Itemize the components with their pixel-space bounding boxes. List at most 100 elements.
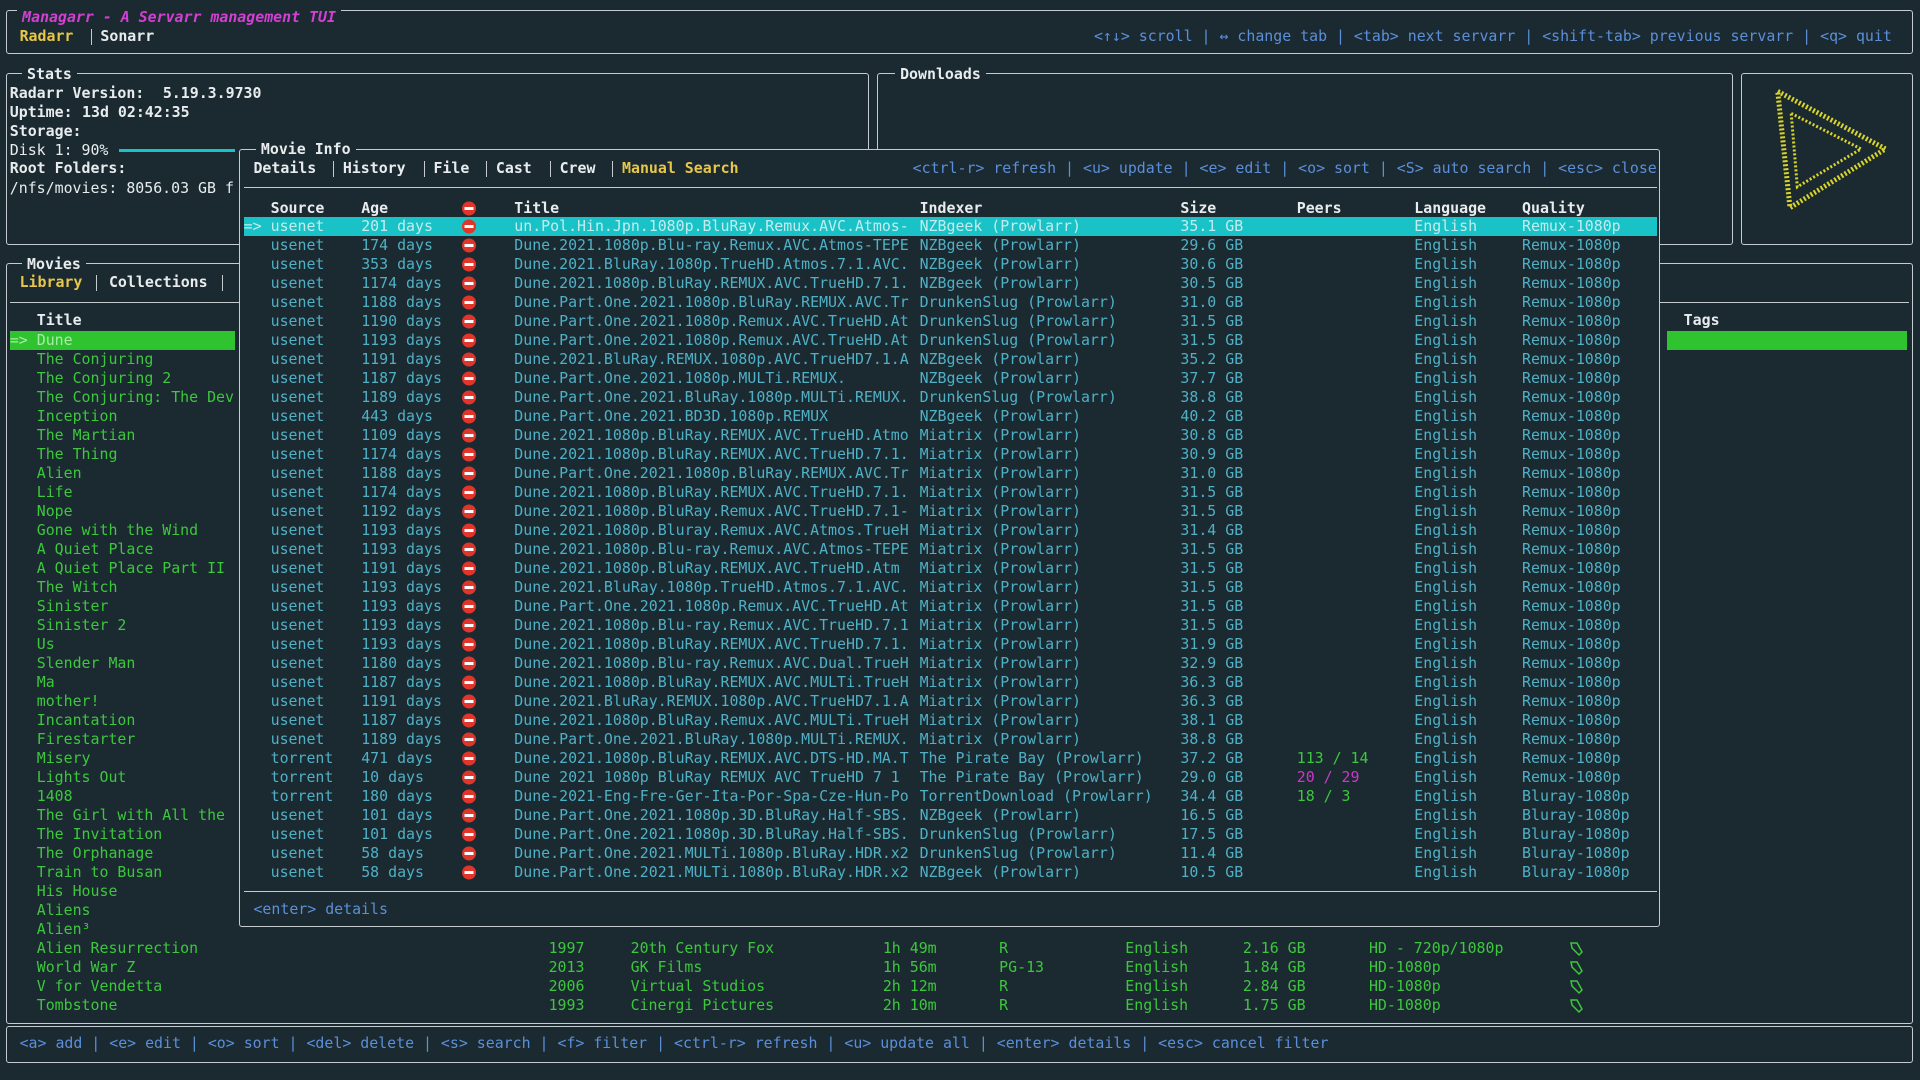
release-cell: 31.5 GB: [1180, 312, 1244, 331]
release-cell: English: [1414, 806, 1478, 825]
release-cell: Miatrix (Prowlarr): [919, 559, 1081, 578]
release-cell: Dune.2021.1080p.BluRay.REMUX.AVC.TrueHD.…: [514, 635, 909, 654]
value: 13d 02:42:35: [82, 103, 190, 122]
release-cell: NZBgeek (Prowlarr): [919, 806, 1081, 825]
release-cell: 180 days: [361, 787, 433, 806]
release-cell: English: [1414, 749, 1478, 768]
release-cell: 37.7 GB: [1180, 369, 1244, 388]
bar: [464, 605, 474, 609]
release-cell: Remux-1080p: [1522, 768, 1621, 787]
release-cell: English: [1414, 578, 1478, 597]
release-cell: Dune.2021.BluRay.1080p.TrueHD.Atmos.7.1.…: [514, 255, 909, 274]
release-cell: The Pirate Bay (Prowlarr): [919, 768, 1144, 787]
panel-title: Downloads: [895, 65, 986, 85]
release-cell: usenet: [270, 635, 325, 654]
release-cell: Dune 2021 1080p BluRay REMUX AVC TrueHD …: [514, 768, 900, 787]
release-cell: Dune.2021.1080p.BluRay.REMUX.AVC.TrueHD.…: [514, 445, 909, 464]
release-cell: English: [1414, 654, 1478, 673]
release-cell: 58 days: [361, 863, 424, 882]
bar: [464, 681, 474, 685]
release-cell: NZBgeek (Prowlarr): [919, 255, 1081, 274]
movie-cell: World War Z: [36, 957, 136, 976]
release-cell: Remux-1080p: [1522, 255, 1621, 274]
monitored-icon: [1568, 996, 1584, 1015]
movie-cell: Us: [36, 634, 55, 653]
release-cell: English: [1414, 711, 1478, 730]
release-cell: Remux-1080p: [1522, 350, 1621, 369]
rejected-icon-svg: [461, 846, 476, 861]
release-cell: Bluray-1080p: [1522, 825, 1630, 844]
rejected-icon: [461, 274, 477, 293]
rejected-icon: [461, 483, 477, 502]
release-cell: English: [1414, 692, 1478, 711]
rejected-icon-svg: [461, 618, 476, 633]
rejected-icon: [461, 787, 477, 806]
release-cell: Dune.2021.BluRay.REMUX.1080p.AVC.TrueHD7…: [514, 350, 909, 369]
movie-cell: 2.84 GB: [1242, 976, 1306, 995]
release-cell: torrent: [270, 768, 334, 787]
movie-cell: Slender Man: [36, 653, 136, 672]
release-cell: English: [1414, 464, 1478, 483]
release-cell: 1193 days: [361, 616, 442, 635]
release-cell: NZBgeek (Prowlarr): [919, 407, 1081, 426]
rejected-icon: [461, 559, 477, 578]
release-cell: 1193 days: [361, 521, 442, 540]
release-cell: Miatrix (Prowlarr): [919, 426, 1081, 445]
release-cell: 31.5 GB: [1180, 483, 1244, 502]
release-cell: Miatrix (Prowlarr): [919, 635, 1081, 654]
release-cell: DrunkenSlug (Prowlarr): [919, 331, 1117, 350]
release-cell: 1109 days: [361, 426, 442, 445]
tag: [1569, 999, 1583, 1013]
disk-label: Disk 1: 90%: [9, 141, 109, 160]
tab-separator: [549, 160, 551, 177]
movie-cell: R: [999, 995, 1009, 1014]
release-cell: 31.5 GB: [1180, 331, 1244, 350]
release-cell: Dune.2021.1080p.Bluray.Remux.AVC.Atmos.T…: [514, 521, 909, 540]
rejected-icon: [461, 825, 477, 844]
movie-cell: PG-13: [999, 957, 1044, 976]
tab: Manual Search: [622, 159, 739, 178]
bar: [464, 795, 474, 799]
rejected-icon: [461, 844, 477, 863]
value: /nfs/movies: 8056.03 GB f: [9, 179, 234, 198]
release-cell: 443 days: [361, 407, 433, 426]
movie-cell: The Girl with All the: [36, 805, 225, 824]
rejected-icon-svg: [461, 504, 476, 519]
rejected-icon-svg: [461, 409, 476, 424]
column-header: Peers: [1296, 198, 1342, 217]
release-cell: usenet: [270, 464, 325, 483]
release-cell: English: [1414, 521, 1478, 540]
rejected-icon: [461, 388, 477, 407]
release-cell: English: [1414, 768, 1478, 787]
tab: Cast: [495, 159, 532, 178]
movie-cell: 1408: [36, 786, 73, 805]
rejected-icon-svg: [461, 770, 476, 785]
label: Uptime:: [9, 103, 73, 122]
release-cell: Dune.2021.1080p.Blu-ray.Remux.AVC.TrueHD…: [514, 616, 909, 635]
help-text: <enter> details: [253, 900, 388, 919]
release-cell: Dune.2021.1080p.BluRay.REMUX.AVC.TrueHD.…: [514, 559, 900, 578]
release-cell: NZBgeek (Prowlarr): [919, 863, 1081, 882]
release-cell: Remux-1080p: [1522, 331, 1621, 350]
tab-separator: [486, 160, 488, 177]
movie-cell: HD-1080p: [1368, 995, 1441, 1014]
release-cell: Bluray-1080p: [1522, 844, 1630, 863]
value: 5.19.3.9730: [162, 83, 262, 102]
tab: Sonarr: [100, 27, 155, 46]
release-cell: Bluray-1080p: [1522, 863, 1630, 882]
release-cell: torrent: [270, 749, 334, 768]
release-cell: Miatrix (Prowlarr): [919, 730, 1081, 749]
monitored-icon-svg: [1569, 961, 1583, 975]
movie-cell: 20th Century Fox: [630, 938, 775, 957]
movie-cell: Tombstone: [36, 995, 118, 1014]
monitored-icon-svg: [1569, 999, 1583, 1013]
release-cell: Remux-1080p: [1522, 521, 1621, 540]
release-cell: 30.9 GB: [1180, 445, 1244, 464]
rejected-icon-svg: [461, 371, 476, 386]
release-cell: Miatrix (Prowlarr): [919, 445, 1081, 464]
release-cell: Remux-1080p: [1522, 730, 1621, 749]
movie-cell: 1993: [548, 995, 585, 1014]
rejected-icon-svg: [461, 542, 476, 557]
rejected-icon-svg: [461, 713, 476, 728]
release-cell: DrunkenSlug (Prowlarr): [919, 293, 1117, 312]
